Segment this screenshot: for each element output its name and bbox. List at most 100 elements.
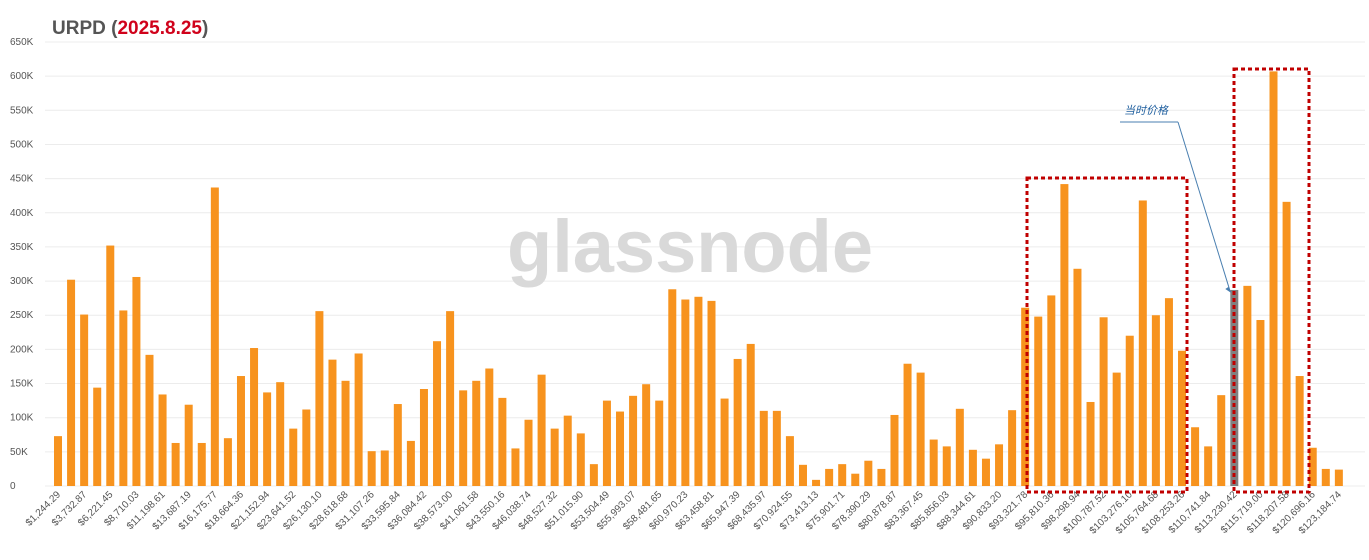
bar [1112,372,1121,486]
bar [1151,315,1160,486]
bar [1164,298,1173,486]
bar [511,448,520,486]
bar [955,408,964,486]
bar [393,404,402,486]
bar [1073,268,1082,486]
bar [328,359,337,486]
bar [1295,376,1304,486]
bar [485,368,494,486]
bar [1086,401,1095,486]
bar [1204,446,1213,486]
bar [929,439,938,486]
bar [433,341,442,486]
bar [655,400,664,486]
bar [1256,320,1265,486]
bar [733,358,742,486]
bar [1230,289,1239,486]
bar [302,409,311,486]
bar [1125,335,1134,486]
bar [459,390,468,486]
y-tick-label: 600K [10,71,34,82]
y-tick-label: 350K [10,242,34,253]
arrow-head [1225,286,1232,293]
bar [838,464,847,486]
highlight-box [1025,176,1189,494]
bar [132,276,141,486]
bar [746,343,755,486]
bar [210,187,219,486]
bar [798,464,807,486]
bar [119,310,128,486]
bar [184,404,193,486]
bar [406,440,415,486]
y-tick-label: 500K [10,139,34,150]
bar [668,289,677,486]
bar [419,389,428,486]
bar [720,398,729,486]
y-tick-label: 100K [10,413,34,424]
bar [1334,469,1343,486]
chart-title: URPD (2025.8.25) [52,18,208,39]
bar [380,450,389,486]
bar [629,395,638,486]
bar [864,460,873,486]
bar [236,376,245,486]
bar [1034,316,1043,486]
bar [589,464,598,486]
bar [1138,200,1147,486]
bar [1021,307,1030,486]
bar [1008,410,1017,486]
bar [576,433,585,486]
bar [563,415,572,486]
bar [1321,468,1330,486]
bar [981,458,990,486]
bar [1060,184,1069,486]
bar [276,382,285,486]
y-tick-label: 300K [10,276,34,287]
bar [877,468,886,486]
y-tick-label: 50K [10,447,28,458]
bar [890,414,899,486]
bar [1178,350,1187,486]
bar [1099,317,1108,486]
bar [106,245,115,486]
bar [54,436,62,486]
y-tick-label: 150K [10,379,34,390]
bar [524,419,533,486]
bar [197,442,206,486]
y-tick-label: 0 [10,481,16,492]
bar [642,384,651,486]
bar [602,400,611,486]
bar [498,397,507,486]
bar [67,279,76,486]
title-text: URPD ( [52,18,118,39]
y-tick-label: 200K [10,344,34,355]
bar [1217,395,1226,486]
highlight-box [1232,67,1311,494]
bar [341,380,350,486]
bar [472,380,481,486]
bar [968,449,977,486]
bar [145,354,154,486]
bar [223,438,232,486]
title-end: ) [202,18,208,39]
bar [772,410,781,486]
bar [171,442,180,486]
bar [1191,427,1200,486]
bar [80,314,89,486]
y-tick-label: 550K [10,105,34,116]
bar [250,348,259,486]
bar [367,451,376,486]
bars: $1,244.29$3,732.87$6,221.45$8,710.03$11,… [24,71,1344,536]
bar [1308,447,1317,486]
bar [995,444,1004,486]
bar [681,299,690,486]
y-tick-label: 250K [10,310,34,321]
bar [158,394,167,486]
bar [812,479,821,486]
bar [354,353,363,486]
y-tick-label: 400K [10,208,34,219]
y-tick-label: 650K [10,37,34,48]
bar [759,410,768,486]
